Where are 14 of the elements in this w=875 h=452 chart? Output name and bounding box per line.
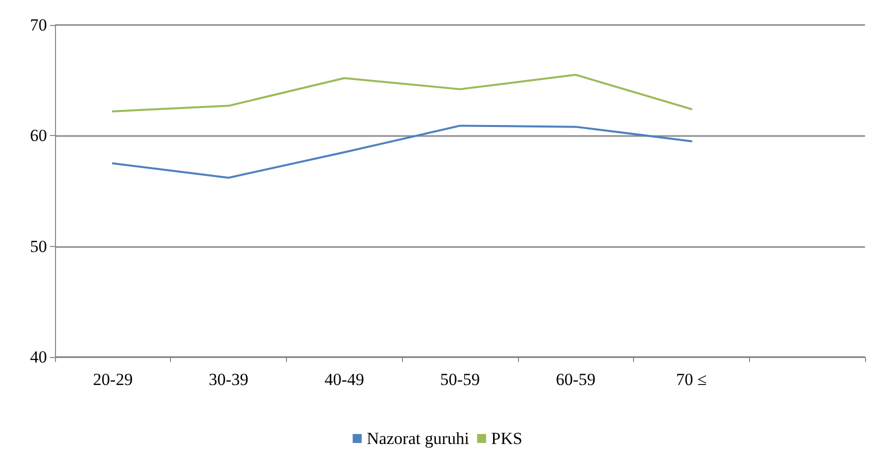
legend-label: PKS	[491, 429, 522, 448]
x-tick-label: 40-49	[324, 370, 364, 389]
y-tick-label: 70	[30, 16, 47, 34]
x-tick-label: 30-39	[208, 370, 248, 389]
x-tick-label: 70 ≤	[676, 370, 707, 389]
x-tick-label: 60-59	[556, 370, 596, 389]
line-series	[112, 124, 692, 179]
x-tick-label: 50-59	[440, 370, 480, 389]
y-tick-label: 40	[30, 348, 47, 366]
y-tick-label: 50	[30, 236, 47, 256]
legend-label: Nazorat guruhi	[366, 429, 470, 448]
line-series	[112, 74, 692, 112]
x-tick-label: 20-29	[93, 370, 133, 389]
y-tick-label: 60	[30, 126, 47, 146]
